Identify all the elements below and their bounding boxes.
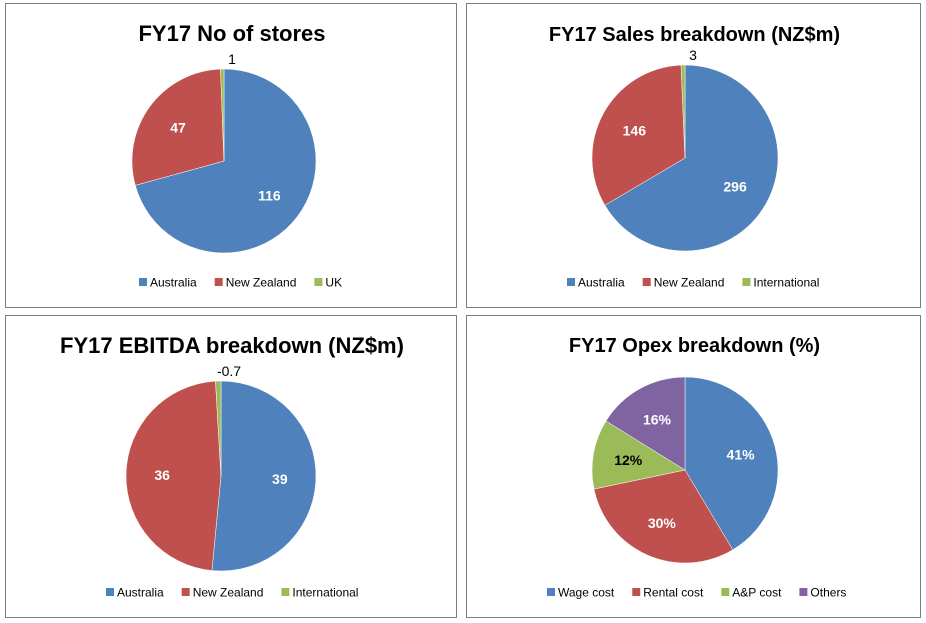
legend-swatch xyxy=(314,278,323,286)
chart-svg-stores: FY17 No of stores 116 47 1 Australia New Zeal… xyxy=(131,21,342,290)
data-label: 1 xyxy=(228,51,236,67)
legend-swatch xyxy=(632,588,641,596)
data-label: 16% xyxy=(643,412,672,428)
legend-swatch xyxy=(799,588,808,596)
pie-slice-a-p-cost xyxy=(591,420,686,490)
legend-label: Wage cost xyxy=(558,586,615,600)
chart-svg-sales: FY17 Sales breakdown (NZ$m) 296 146 3 Austra… xyxy=(549,24,840,290)
pie-slice-australia xyxy=(134,68,317,254)
legend-swatch xyxy=(139,278,147,286)
legend-swatch xyxy=(281,588,290,596)
data-label: 30% xyxy=(648,515,677,531)
chart-svg-opex: FY17 Opex breakdown (%) 41% 30% 12% 16% Wage … xyxy=(547,335,846,600)
legend-label: New Zealand xyxy=(654,276,725,290)
pie-slice-others xyxy=(605,376,686,471)
legend-swatch xyxy=(642,278,651,286)
legend-swatch xyxy=(567,278,575,286)
legend-label: International xyxy=(292,586,358,600)
legend-label: New Zealand xyxy=(193,586,264,600)
data-label: 12% xyxy=(614,452,643,468)
legend-label: UK xyxy=(325,276,342,290)
legend-label: Australia xyxy=(117,586,164,600)
data-label: 3 xyxy=(689,47,697,63)
chart-panel-opex: FY17 Opex breakdown (%) 41% 30% 12% 16% Wage … xyxy=(466,315,921,618)
chart-panel-stores: FY17 No of stores 116 47 1 Australia New Zeal… xyxy=(5,3,457,308)
legend-label: A&P cost xyxy=(732,586,782,600)
legend-swatch xyxy=(721,588,730,596)
legend-swatch xyxy=(214,278,223,286)
legend-swatch xyxy=(742,278,751,286)
pie-slice-new-zealand xyxy=(131,68,225,186)
legend-label: Australia xyxy=(150,276,197,290)
legend-label: Rental cost xyxy=(643,586,704,600)
legend-swatch xyxy=(547,588,555,596)
data-label: 41% xyxy=(727,447,756,463)
chart-panel-ebitda: FY17 EBITDA breakdown (NZ$m) 39 36 -0.7 Aust… xyxy=(5,315,457,618)
data-label: 296 xyxy=(723,179,747,195)
data-label: -0.7 xyxy=(217,363,241,379)
data-label: 146 xyxy=(623,122,647,138)
legend-label: Australia xyxy=(578,276,625,290)
legend-label: International xyxy=(753,276,819,290)
chart-title: FY17 No of stores xyxy=(138,21,325,46)
data-label: 47 xyxy=(170,119,186,135)
pie-slice-international xyxy=(215,380,222,477)
pie-slice-new-zealand xyxy=(591,64,686,206)
pie-slice-international xyxy=(680,64,686,159)
chart-title: FY17 EBITDA breakdown (NZ$m) xyxy=(60,333,404,358)
pie-slice-rental-cost xyxy=(593,469,734,564)
legend-swatch xyxy=(181,588,190,596)
pie-slice-wage-cost xyxy=(684,376,779,551)
pie-slice-australia xyxy=(211,380,317,572)
pie-slice-australia xyxy=(604,64,779,252)
pie-slice-uk xyxy=(220,68,225,162)
chart-title: FY17 Opex breakdown (%) xyxy=(569,335,820,357)
data-label: 39 xyxy=(272,471,288,487)
data-label: 116 xyxy=(258,188,281,204)
chart-svg-ebitda: FY17 EBITDA breakdown (NZ$m) 39 36 -0.7 Aust… xyxy=(60,333,404,600)
data-label: 36 xyxy=(154,467,170,483)
legend-label: Others xyxy=(810,586,846,600)
chart-panel-sales: FY17 Sales breakdown (NZ$m) 296 146 3 Austra… xyxy=(466,3,921,308)
chart-title: FY17 Sales breakdown (NZ$m) xyxy=(549,24,840,46)
legend-swatch xyxy=(106,588,114,596)
pie-slice-new-zealand xyxy=(125,380,222,571)
legend-label: New Zealand xyxy=(226,276,297,290)
